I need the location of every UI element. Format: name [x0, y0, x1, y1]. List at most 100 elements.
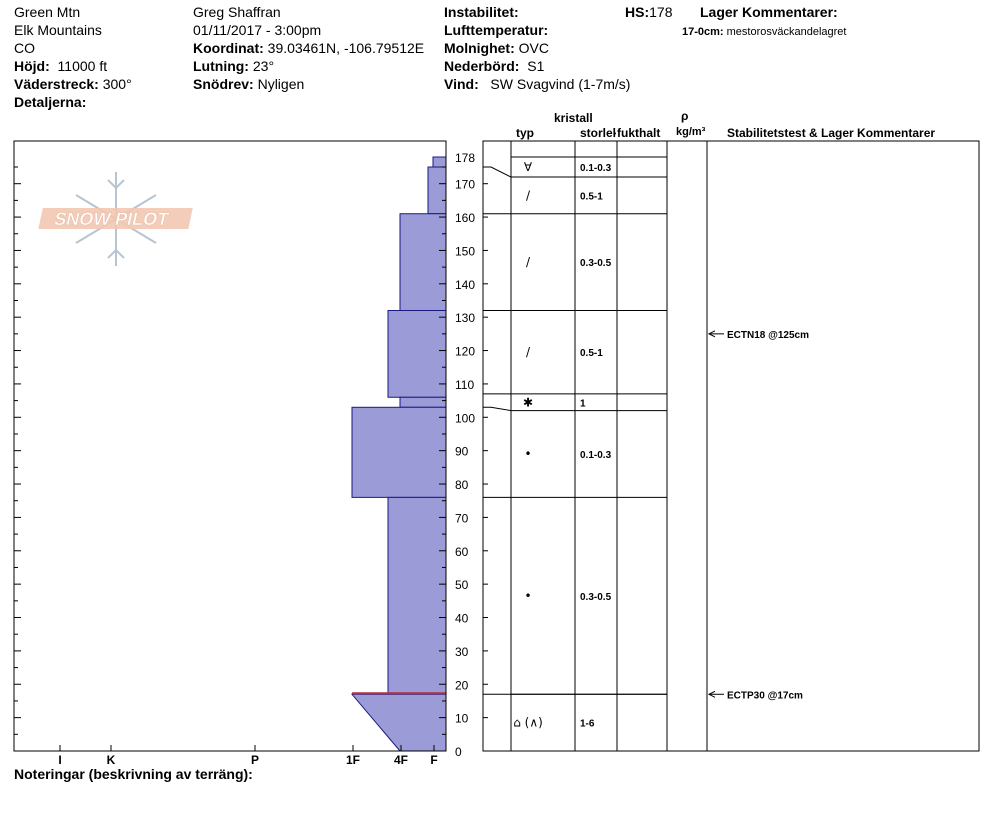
drift: Snödrev: Nyligen: [193, 76, 304, 92]
coord-label: Koordinat:: [193, 40, 264, 56]
y-tick-label: 170: [455, 178, 475, 192]
hardness-axis-label: F: [430, 753, 437, 767]
crystal-type-symbol: /: [526, 345, 531, 359]
hardness-layer-2: [399, 213, 447, 312]
sky-label: Molnighet:: [444, 40, 515, 56]
crystal-type-symbol: ✱: [523, 395, 533, 409]
hs-label: HS:: [625, 4, 650, 20]
stability-arrow-head: [707, 330, 716, 338]
precip-label: Nederbörd:: [444, 58, 520, 74]
wind-label: Vind:: [444, 76, 479, 92]
crystal-type-symbol: ⌂ (∧): [513, 716, 543, 730]
y-tick-label: 80: [455, 478, 469, 492]
layer-table-frame: [482, 140, 980, 752]
hardness-axis-label: 4F: [394, 753, 408, 767]
coord-value: 39.03461N, -106.79512E: [267, 40, 425, 56]
hardness-layer-6: [387, 496, 447, 695]
y-tick-label: 90: [455, 445, 469, 459]
y-tick-label: 140: [455, 278, 475, 292]
moisture-label: fukthalt: [617, 126, 661, 140]
y-tick-label: 178: [455, 151, 475, 165]
layer-comment: 17-0cm: mestorosväckandelagret: [682, 24, 846, 40]
sky-value: OVC: [518, 40, 549, 56]
drift-value: Nyligen: [257, 76, 305, 92]
crystal-type-symbol: ∀: [524, 160, 533, 174]
air-temp-label: Lufttemperatur:: [444, 22, 549, 38]
layer-connector: [483, 166, 512, 178]
stability-test-label: ECTN18 @125cm: [727, 330, 809, 341]
state: CO: [14, 40, 35, 56]
crystal-type-symbol: •: [524, 447, 531, 461]
layer-comment-text: mestorosväckandelagret: [726, 26, 847, 38]
notes-label: Noteringar (beskrivning av terräng):: [14, 766, 253, 782]
datetime: 01/11/2017 - 3:00pm: [193, 22, 322, 38]
y-tick-label: 10: [455, 712, 469, 726]
observer: Greg Shaffran: [193, 4, 281, 20]
type-label: typ: [516, 126, 534, 140]
crystal-type-symbol: •: [524, 589, 531, 603]
stability-label: Stabilitetstest & Lager Kommentarer: [727, 126, 936, 140]
aspect-label: Väderstreck:: [14, 76, 99, 92]
hardness-layer-4: [399, 396, 447, 408]
elevation-label: Höjd:: [14, 58, 50, 74]
size-label: storlek: [580, 126, 616, 140]
y-tick-label: 120: [455, 345, 475, 359]
hardness-axis-label: P: [251, 753, 259, 767]
rho-label: ρ: [681, 109, 689, 123]
elevation: Höjd: 11000 ft: [14, 58, 107, 74]
sky: Molnighet: OVC: [444, 40, 549, 56]
y-tick-label: 130: [455, 311, 475, 325]
stability-arrow-head: [707, 690, 716, 698]
hardness-layer-0: [432, 156, 447, 168]
y-tick-label: 150: [455, 244, 475, 258]
y-tick-label: 60: [455, 545, 469, 559]
hs: HS:178: [625, 4, 672, 20]
logo-text: SNOW PILOT: [52, 209, 170, 229]
hardness-frame: [13, 140, 447, 752]
hardness-layer-3: [387, 310, 447, 398]
crystal-size-label: 1-6: [580, 719, 595, 730]
layer-connector: [483, 406, 512, 412]
aspect-value: 300°: [102, 76, 132, 92]
hardness-axis-label: 1F: [346, 753, 360, 767]
density-unit: kg/m³: [676, 126, 706, 138]
crystal-size-label: 1: [580, 398, 586, 409]
y-tick-label: 160: [455, 211, 475, 225]
slope-label: Lutning:: [193, 58, 249, 74]
layer-comment-range: 17-0cm:: [682, 26, 724, 38]
mountain-range: Elk Mountains: [14, 22, 102, 38]
stability-test-label: ECTP30 @17cm: [727, 690, 803, 701]
precip: Nederbörd: S1: [444, 58, 544, 74]
crystal-size-label: 0.3-0.5: [580, 258, 612, 269]
elevation-value: 11000 ft: [57, 58, 108, 74]
slope-value: 23°: [252, 58, 275, 74]
crystal-type-symbol: /: [526, 255, 531, 269]
slope: Lutning: 23°: [193, 58, 274, 74]
crystal-size-label: 0.1-0.3: [580, 163, 612, 174]
y-tick-label: 100: [455, 411, 475, 425]
hardness-axis-label: K: [107, 753, 116, 767]
drift-label: Snödrev:: [193, 76, 254, 92]
coordinates: Koordinat: 39.03461N, -106.79512E: [193, 40, 424, 56]
y-tick-label: 20: [455, 678, 469, 692]
hardness-layer-1: [427, 166, 447, 215]
y-tick-label: 110: [455, 378, 474, 392]
crystal-size-label: 0.5-1: [580, 348, 603, 359]
details-label: Detaljerna:: [14, 94, 87, 110]
precip-value: S1: [527, 58, 545, 74]
wind: Vind: SW Svagvind (1-7m/s): [444, 76, 630, 92]
snowpilot-logo: SNOW PILOT: [38, 172, 193, 266]
y-tick-label: 70: [455, 511, 469, 525]
crystal-size-label: 0.5-1: [580, 191, 603, 202]
crystal-size-label: 0.3-0.5: [580, 592, 612, 603]
crystal-type-symbol: /: [526, 188, 531, 202]
instability-label: Instabilitet:: [444, 4, 519, 20]
y-tick-label: 40: [455, 612, 469, 626]
hardness-axis-label: I: [58, 753, 61, 767]
crystal-size-label: 0.1-0.3: [580, 450, 612, 461]
hardness-layer-5: [351, 406, 447, 498]
y-tick-label: 50: [455, 578, 469, 592]
wind-value: SW Svagvind (1-7m/s): [490, 76, 631, 92]
layer-comments-label: Lager Kommentarer:: [700, 4, 838, 20]
